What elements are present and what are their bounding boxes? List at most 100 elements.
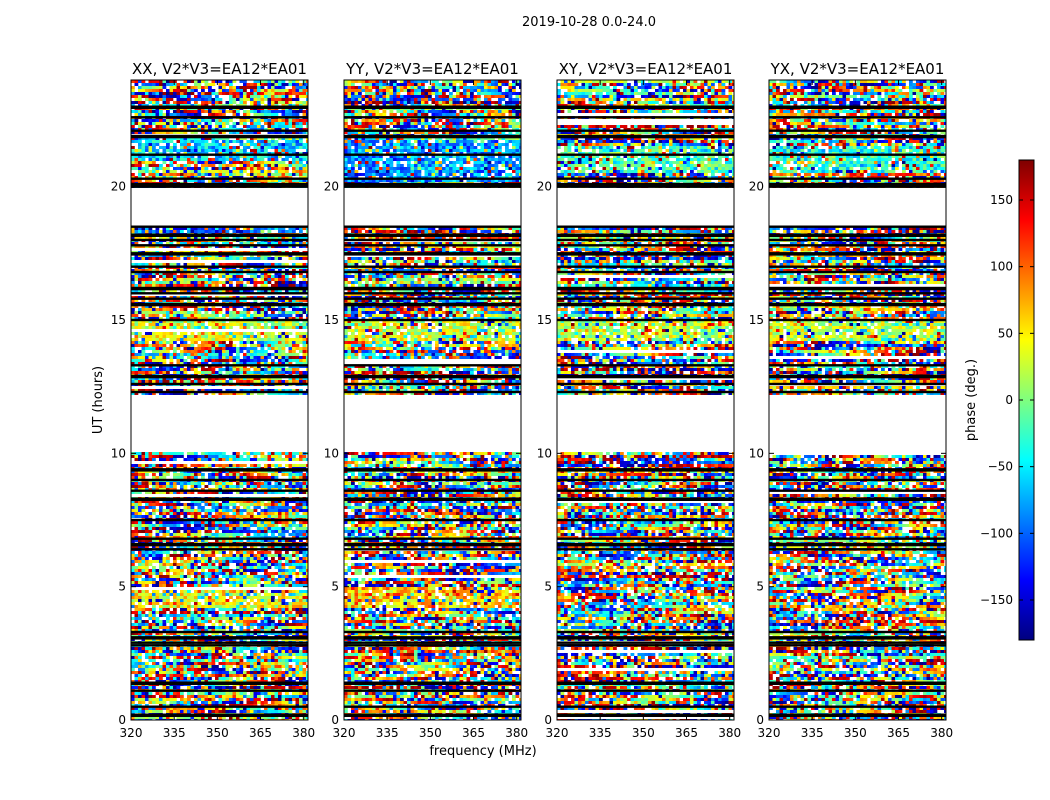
flag-line [557,468,734,472]
y-tick-label: 15 [537,313,552,327]
colorbar-tick-label: 50 [998,326,1013,340]
flag-line [769,130,946,132]
flag-line [344,178,521,180]
x-tick-label: 335 [376,726,399,740]
flag-line [557,383,734,385]
x-tick-label: 320 [120,726,143,740]
y-tick-label: 0 [544,713,552,727]
panel-title: XX, V2*V3=EA12*EA01 [132,60,307,78]
figure-suptitle: 2019-10-28 0.0-24.0 [522,15,656,30]
flag-line [769,303,946,307]
flag-line [557,375,734,379]
y-axis-label: UT (hours) [91,366,106,434]
flag-line [769,226,946,228]
y-tick-label: 5 [118,580,126,594]
flag-line [131,298,308,300]
panel-title: YY, V2*V3=EA12*EA01 [345,60,519,78]
flag-line [557,303,734,307]
flag-line [344,498,521,502]
flag-line [557,234,734,238]
x-tick-label: 380 [930,726,953,740]
flag-line [131,234,308,238]
flag-line [344,271,521,273]
flag-line [769,642,946,644]
flag-line [557,548,734,550]
flag-line [131,642,308,644]
flag-line [344,298,521,300]
flag-line [557,644,734,646]
phase-panel-xx: XX, V2*V3=EA12*EA01320 335 350 365 380051015… [111,60,315,740]
flag-line [131,375,308,379]
x-tick-label: 335 [589,726,612,740]
flag-line [557,543,734,547]
flag-line [769,383,946,385]
flag-line [557,690,734,692]
flag-line [769,178,946,180]
flag-line [557,239,734,241]
flag-line [344,319,521,321]
y-tick-label: 0 [756,713,764,727]
flag-line [769,364,946,366]
flag-line [131,383,308,385]
flag-line [344,636,521,640]
flag-line [557,714,734,718]
x-tick-label: 365 [675,726,698,740]
x-tick-label: 320 [758,726,781,740]
flag-line [131,244,308,246]
flag-line [557,364,734,366]
flag-line [344,468,521,472]
flag-line [344,479,521,481]
flag-line [131,490,308,492]
flag-line [557,706,734,708]
flag-line [131,106,308,110]
flag-line [557,391,734,393]
flag-line [344,116,521,118]
flag-line [344,226,521,228]
y-tick-label: 20 [324,180,339,194]
flag-line [131,391,308,393]
flag-line [557,636,734,640]
panel-title: XY, V2*V3=EA12*EA01 [559,60,733,78]
flag-line [557,682,734,686]
flag-line [131,319,308,321]
flag-line [344,244,521,246]
flag-line [344,375,521,379]
flag-line [557,226,734,228]
y-tick-label: 15 [111,313,126,327]
colorbar: −150 −100 −50 0 50 100 150 phase (deg.) [964,160,1034,640]
flag-line [769,391,946,393]
x-tick-label: 380 [718,726,741,740]
x-axis-label: frequency (MHz) [429,744,536,759]
y-tick-label: 20 [537,180,552,194]
flag-line [769,690,946,692]
flag-line [769,706,946,708]
flag-line [131,543,308,547]
flag-line [557,178,734,180]
flag-line [557,538,734,540]
flag-line [557,252,734,256]
flag-line [769,519,946,521]
flag-line [131,479,308,481]
flag-line [769,287,946,291]
colorbar-label: phase (deg.) [964,359,979,441]
flag-line [769,234,946,238]
flag-line [769,116,946,118]
flag-line [131,183,308,187]
flag-line [769,682,946,686]
figure: 2019-10-28 0.0-24.0 XX, V2*V3=EA12*EA01 3… [0,0,1050,800]
flag-line [131,644,308,646]
flag-line [557,183,734,187]
flag-line [769,490,946,492]
x-tick-label: 365 [887,726,910,740]
panel-title: YX, V2*V3=EA12*EA01 [770,60,945,78]
y-tick-label: 20 [749,180,764,194]
colorbar-tick-label: −50 [988,460,1013,474]
x-tick-label: 335 [163,726,186,740]
flag-line [344,548,521,550]
flag-line [131,239,308,241]
x-tick-label: 365 [462,726,485,740]
flag-line [557,135,734,139]
flag-line [769,271,946,273]
flag-line [131,631,308,633]
y-tick-label: 15 [749,313,764,327]
